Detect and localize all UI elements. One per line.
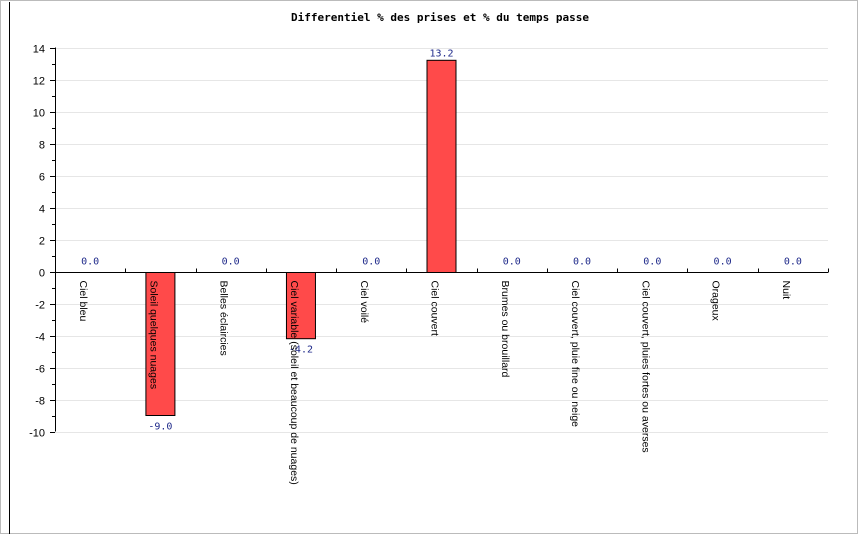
y-tick-label: 12 (33, 76, 45, 88)
category-label: Ciel voilé (358, 281, 370, 324)
value-label: 0.0 (222, 257, 240, 268)
bar (426, 59, 457, 273)
y-tick-label: 8 (39, 140, 45, 152)
y-tick-label: -6 (35, 364, 45, 376)
y-tick-label: 14 (33, 44, 45, 56)
category-label: Ciel variable (soleil et beaucoup de nua… (288, 281, 300, 485)
value-label: 0.0 (714, 257, 732, 268)
category-label: Ciel couvert, pluies fortes ou averses (639, 281, 651, 453)
y-tick-label: 6 (39, 172, 45, 184)
value-label: 13.2 (429, 48, 453, 59)
y-tick-label: 4 (39, 204, 45, 216)
category-label: Orageux (710, 281, 722, 322)
y-tick-label: 2 (39, 236, 45, 248)
category-label: Brumes ou brouillard (499, 281, 511, 378)
bar (285, 272, 316, 340)
value-label: 0.0 (573, 257, 591, 268)
chart-title: Differentiel % des prises et % du temps … (291, 11, 589, 24)
value-label: 0.0 (503, 257, 521, 268)
category-label: Ciel couvert (429, 281, 441, 337)
value-label: 0.0 (81, 257, 99, 268)
value-label: 0.0 (362, 257, 380, 268)
category-label: Soleil quelques nuages (147, 281, 159, 390)
y-tick-label: -2 (35, 300, 45, 312)
y-tick-label: -10 (29, 428, 45, 440)
value-label: -9.0 (148, 422, 172, 433)
y-tick-label: -4 (35, 332, 45, 344)
labels: -10 -8 -6 -4 -2 0 2 4 6 8 10 12 14 0.0 -9.0 0.0 -4.2 0.0 1… (29, 44, 802, 485)
value-label: -4.2 (289, 345, 313, 356)
bars (145, 59, 457, 416)
category-label: Belles éclaircies (218, 281, 230, 356)
value-label: 0.0 (784, 257, 802, 268)
y-tick-label: 0 (39, 268, 45, 280)
category-label: Ciel couvert, pluie fine ou neige (569, 281, 581, 428)
category-label: Nuit (780, 281, 792, 300)
axes (50, 47, 829, 433)
value-label: 0.0 (643, 257, 661, 268)
bar (145, 272, 176, 416)
category-label: Ciel bleu (77, 281, 89, 322)
y-tick-label: -8 (35, 396, 45, 408)
y-tick-label: 10 (33, 108, 45, 120)
